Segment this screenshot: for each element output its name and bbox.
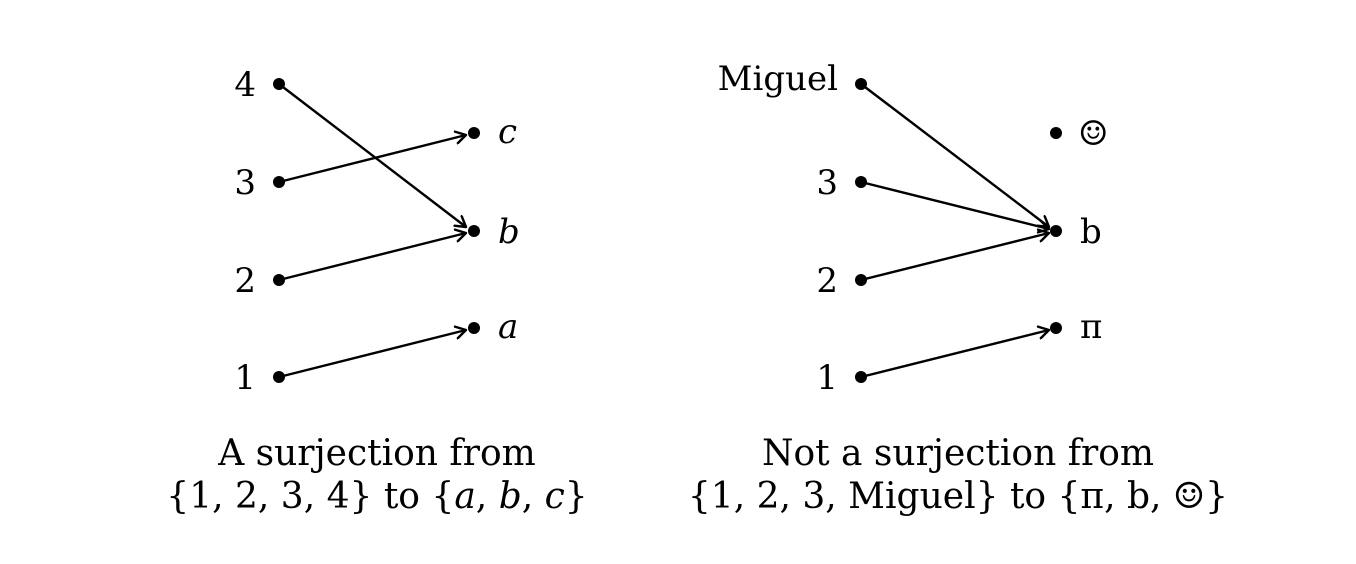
right-diagram: Miguel 3 2 1 ☺ b π Not a surjection from…	[688, 59, 1228, 517]
right-domain-label-1: 1	[816, 358, 838, 398]
left-edge-1-to-a	[278, 330, 466, 379]
left-codomain-dot-c	[468, 127, 480, 139]
right-codomain-label-b: b	[1080, 212, 1102, 252]
right-edge-miguel-to-b	[860, 83, 1049, 227]
left-codomain-label-b: b	[498, 212, 520, 252]
right-domain-label-2: 2	[816, 261, 838, 301]
left-domain-label-4: 4	[234, 65, 256, 105]
left-domain-dot-1	[273, 371, 285, 383]
right-edge-1-to-pi	[860, 330, 1049, 379]
right-edge-3-to-b	[860, 180, 1049, 229]
right-codomain-dot-b	[1050, 225, 1062, 237]
left-domain-label-1: 1	[234, 358, 256, 398]
right-domain-dot-1	[855, 371, 867, 383]
left-edge-2-to-b	[278, 233, 466, 282]
right-domain-label-3: 3	[816, 163, 838, 203]
right-domain-dot-2	[855, 274, 867, 286]
left-codomain-dot-b	[468, 225, 480, 237]
right-edge-2-to-b	[860, 233, 1049, 282]
left-codomain-dot-a	[468, 322, 480, 334]
right-codomain-label-pi: π	[1080, 307, 1102, 347]
left-edge-4-to-b	[278, 83, 466, 227]
left-edge-3-to-c	[278, 135, 466, 184]
left-domain-label-2: 2	[234, 261, 256, 301]
right-caption-line1: Not a surjection from	[762, 433, 1154, 474]
left-diagram: 4 3 2 1 c b a A surjection from {1, 2, 3…	[166, 65, 587, 517]
left-domain-label-3: 3	[234, 163, 256, 203]
right-domain-dot-3	[855, 176, 867, 188]
left-domain-dot-2	[273, 274, 285, 286]
left-caption-line2: {1, 2, 3, 4} to {a, b, c}	[166, 476, 587, 517]
right-domain-label-miguel: Miguel	[718, 59, 838, 99]
left-caption-line1: A surjection from	[217, 433, 536, 474]
left-codomain-label-c: c	[498, 112, 517, 152]
left-domain-dot-4	[273, 78, 285, 90]
right-codomain-label-smiley: ☺	[1078, 114, 1108, 154]
left-codomain-label-a: a	[498, 307, 518, 347]
right-codomain-dot-smiley	[1050, 127, 1062, 139]
right-codomain-dot-pi	[1050, 322, 1062, 334]
right-domain-dot-miguel	[855, 78, 867, 90]
left-domain-dot-3	[273, 176, 285, 188]
right-caption-line2: {1, 2, 3, Miguel} to {π, b, ☺}	[688, 476, 1228, 517]
